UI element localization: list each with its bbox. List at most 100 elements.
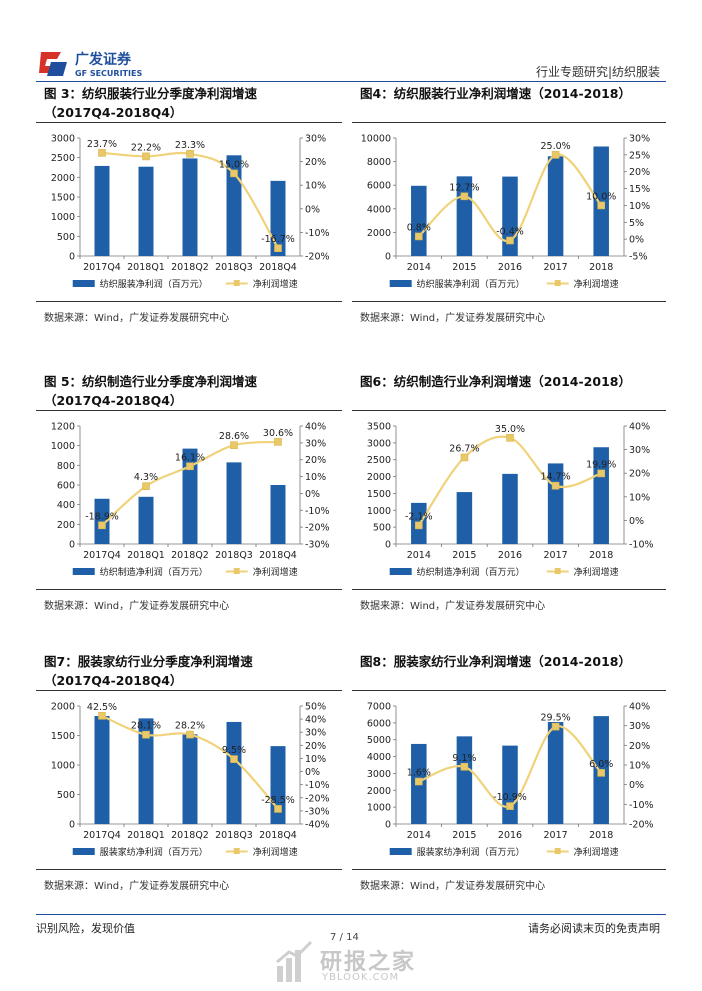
growth-marker xyxy=(460,192,469,201)
right-tick-label: 20% xyxy=(305,455,326,466)
page-number: 7 / 14 xyxy=(330,932,359,943)
right-tick-label: 40% xyxy=(629,702,650,713)
legend-bar-swatch xyxy=(72,280,95,287)
left-tick-label: 1000 xyxy=(367,506,391,517)
right-tick-label: -10% xyxy=(305,506,330,517)
right-tick-label: 0% xyxy=(629,780,644,791)
left-tick-label: 2000 xyxy=(51,173,75,184)
growth-data-label: 42.5% xyxy=(87,702,117,713)
growth-marker xyxy=(597,769,605,777)
legend-line-label: 净利润增速 xyxy=(253,846,298,858)
legend-bar-label: 纺织制造净利润（百万元） xyxy=(417,566,525,578)
left-tick-label: 2000 xyxy=(367,472,391,483)
x-tick-label: 2017 xyxy=(544,550,568,561)
left-tick-label: 0 xyxy=(69,540,75,551)
left-tick-label: 2000 xyxy=(367,786,391,797)
legend-line-label: 净利润增速 xyxy=(253,278,298,290)
right-tick-label: -10% xyxy=(629,800,654,811)
left-tick-label: 3500 xyxy=(367,422,391,433)
left-tick-label: 0 xyxy=(385,820,391,831)
growth-data-label: 1.6% xyxy=(407,768,431,779)
left-tick-label: 2000 xyxy=(367,228,391,239)
right-tick-label: -30% xyxy=(305,540,330,551)
footer-rule xyxy=(36,914,666,915)
growth-marker xyxy=(551,722,560,731)
left-tick-label: 600 xyxy=(57,481,75,492)
x-tick-label: 2014 xyxy=(407,830,431,841)
chart-svg-4: 0 500 1000 1500 2000 -40% -30% -20% -10% 0% 10% 20%… xyxy=(51,702,330,859)
growth-data-label: 6.0% xyxy=(589,759,613,770)
left-tick-label: 5000 xyxy=(367,735,391,746)
right-tick-label: 5% xyxy=(629,218,644,229)
right-tick-label: 20% xyxy=(629,469,650,480)
growth-data-label: -10.9% xyxy=(493,792,527,803)
right-tick-label: -5% xyxy=(629,252,648,263)
legend-line-label: 净利润增速 xyxy=(574,566,619,578)
growth-data-label: 4.3% xyxy=(134,472,158,483)
bar xyxy=(226,462,242,544)
figure-5-source: 数据来源：Wind，广发证券发展研究中心 xyxy=(44,601,230,612)
growth-data-label: 14.7% xyxy=(541,472,571,483)
right-tick-label: -10% xyxy=(305,780,330,791)
right-tick-label: 0% xyxy=(629,235,644,246)
bar xyxy=(270,180,286,256)
growth-data-label: 10.0% xyxy=(586,191,616,202)
right-tick-label: 30% xyxy=(305,728,326,739)
right-tick-label: 40% xyxy=(305,715,326,726)
watermark-logo-icon xyxy=(275,940,465,990)
growth-data-label: 12.7% xyxy=(449,182,479,193)
x-tick-label: 2016 xyxy=(498,830,522,841)
figure-4-title: 图4：纺织服装行业净利润增速（2014-2018） xyxy=(360,86,631,101)
left-tick-label: 2500 xyxy=(51,153,75,164)
logo-name-en: GF SECURITIES xyxy=(75,69,142,78)
logo-name-cn: 广发证券 xyxy=(75,51,132,68)
left-tick-label: 1500 xyxy=(51,731,75,742)
legend-line-label: 净利润增速 xyxy=(253,566,298,578)
bar xyxy=(270,485,286,544)
growth-marker xyxy=(230,169,238,178)
figure-5-subtitle: （2017Q4-2018Q4） xyxy=(44,393,183,408)
left-tick-label: 1000 xyxy=(51,761,75,772)
x-tick-label: 2014 xyxy=(407,262,431,273)
growth-data-label: 19.9% xyxy=(586,459,616,470)
growth-marker xyxy=(142,730,150,739)
legend-bar-swatch xyxy=(389,848,412,855)
right-tick-label: 10% xyxy=(629,492,650,503)
footer-slogan: 识别风险，发现价值 xyxy=(36,922,135,935)
figure-3-frame xyxy=(36,122,342,302)
left-tick-label: 3000 xyxy=(367,769,391,780)
figure-8-title: 图8：服装家纺行业净利润增速（2014-2018） xyxy=(360,654,631,669)
bar xyxy=(456,492,473,544)
right-tick-label: 40% xyxy=(305,422,326,433)
bar xyxy=(411,185,427,256)
left-tick-label: 500 xyxy=(57,232,75,243)
footer-disclaimer-link[interactable]: 请务必阅读末页的免责声明 xyxy=(528,922,660,935)
growth-data-label: 0.8% xyxy=(407,222,431,233)
growth-data-label: 28.1% xyxy=(131,721,161,732)
bar xyxy=(94,716,110,824)
bar xyxy=(547,722,564,824)
x-tick-label: 2018Q1 xyxy=(127,830,165,841)
chart-svg-3: 0 500 1000 1500 2000 2500 3000 3500 -10% 0% 10% 20%… xyxy=(367,422,654,579)
bar xyxy=(593,146,609,256)
growth-marker xyxy=(230,755,238,763)
figure-3-chart: 0 500 1000 1500 2000 2500 3000 -20% -10% 0% 10% 20%… xyxy=(36,122,342,300)
left-tick-label: 4000 xyxy=(367,752,391,763)
x-tick-label: 2018Q1 xyxy=(127,262,165,273)
x-tick-label: 2018 xyxy=(589,262,613,273)
growth-data-label: 9.1% xyxy=(452,753,476,764)
right-tick-label: 15% xyxy=(629,184,650,195)
bar xyxy=(502,473,518,544)
growth-marker xyxy=(98,149,106,157)
growth-marker xyxy=(274,438,282,446)
right-tick-label: -20% xyxy=(305,252,330,263)
figure-8-frame xyxy=(352,690,666,870)
growth-marker xyxy=(274,805,282,813)
x-tick-label: 2018Q3 xyxy=(215,550,253,561)
x-tick-label: 2018Q2 xyxy=(171,262,209,273)
left-tick-label: 0 xyxy=(385,252,391,263)
legend-line-marker xyxy=(233,568,240,574)
left-tick-label: 8000 xyxy=(367,157,391,168)
growth-data-label: -16.7% xyxy=(261,234,295,245)
right-tick-label: -20% xyxy=(305,793,330,804)
